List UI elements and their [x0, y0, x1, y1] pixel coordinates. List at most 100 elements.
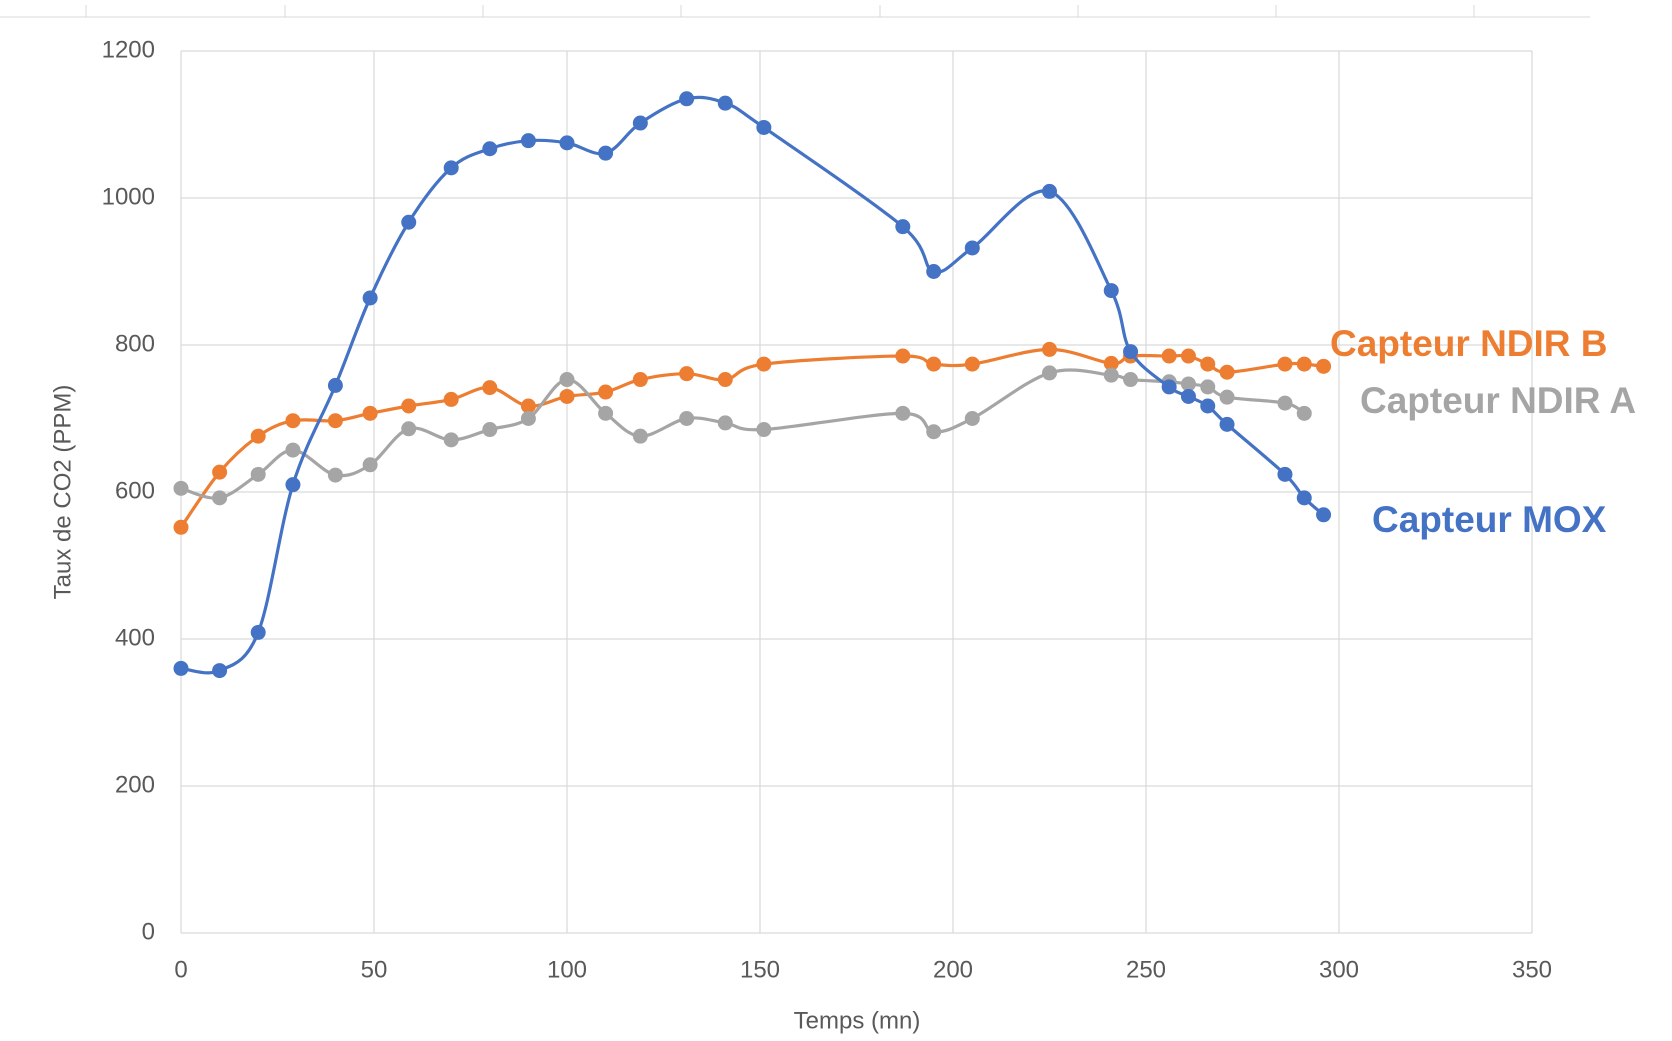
data-point	[598, 145, 614, 161]
data-point	[327, 467, 343, 483]
data-point	[679, 91, 695, 107]
x-tick-label: 200	[933, 956, 973, 983]
data-point	[482, 141, 498, 157]
x-tick-label: 100	[547, 956, 587, 983]
data-point	[1316, 358, 1332, 374]
data-point	[1200, 398, 1216, 414]
data-point	[598, 405, 614, 421]
y-tick-label: 400	[115, 624, 155, 651]
data-point	[173, 519, 189, 535]
data-point	[1161, 348, 1177, 364]
data-point	[1277, 466, 1293, 482]
data-point	[756, 422, 772, 438]
data-point	[401, 398, 417, 414]
data-point	[285, 477, 301, 493]
data-point	[964, 356, 980, 372]
data-point	[1180, 388, 1196, 404]
data-point	[1103, 367, 1119, 383]
data-point	[632, 115, 648, 131]
data-point	[1219, 364, 1235, 380]
data-point	[285, 413, 301, 429]
data-point	[964, 411, 980, 426]
data-point	[401, 421, 417, 437]
data-point	[559, 388, 575, 404]
data-point	[173, 480, 189, 496]
data-point	[520, 398, 536, 414]
data-point	[895, 405, 911, 421]
x-tick-label: 250	[1126, 956, 1166, 983]
data-point	[679, 366, 695, 382]
data-point	[1123, 344, 1139, 360]
y-axis-title: Taux de CO2 (PPM)	[49, 385, 76, 600]
y-tick-label: 800	[115, 330, 155, 357]
data-point	[1219, 389, 1235, 405]
top-strip	[0, 5, 1590, 18]
data-point	[362, 405, 378, 421]
data-point	[1180, 348, 1196, 364]
data-point	[1316, 507, 1332, 523]
legend-label: Capteur NDIR B	[1330, 323, 1608, 364]
data-point	[717, 95, 733, 111]
data-point	[1200, 356, 1216, 372]
data-point	[520, 133, 536, 149]
data-point	[717, 372, 733, 388]
x-tick-label: 350	[1512, 956, 1552, 983]
x-tick-label: 0	[174, 956, 187, 983]
x-tick-label: 150	[740, 956, 780, 983]
data-point	[1296, 356, 1312, 372]
data-point	[1042, 183, 1057, 199]
legend-label: Capteur NDIR A	[1360, 380, 1636, 421]
x-tick-label: 50	[361, 956, 388, 983]
data-point	[443, 160, 459, 176]
data-point	[250, 624, 266, 640]
data-point	[1277, 356, 1293, 372]
data-point	[173, 660, 189, 676]
data-point	[679, 411, 695, 426]
data-point	[362, 457, 378, 473]
data-point	[1042, 341, 1057, 357]
data-point	[327, 377, 343, 393]
data-point	[1161, 379, 1177, 395]
legend-label: Capteur MOX	[1372, 499, 1607, 540]
data-point	[598, 384, 614, 400]
data-point	[926, 356, 942, 372]
x-axis-title: Temps (mn)	[794, 1007, 921, 1034]
data-point	[1277, 395, 1293, 411]
data-point	[520, 411, 536, 426]
x-tick-label: 300	[1319, 956, 1359, 983]
y-tick-label: 1000	[102, 183, 155, 210]
y-tick-label: 600	[115, 477, 155, 504]
data-point	[559, 135, 575, 151]
data-point	[1103, 283, 1119, 299]
y-tick-label: 200	[115, 771, 155, 798]
data-point	[964, 240, 980, 256]
data-point	[443, 432, 459, 448]
data-point	[632, 372, 648, 388]
data-point	[1296, 490, 1312, 506]
data-point	[926, 264, 942, 279]
data-point	[1042, 365, 1057, 381]
data-point	[327, 413, 343, 429]
y-tick-label: 0	[142, 918, 155, 945]
data-point	[362, 290, 378, 306]
data-point	[482, 422, 498, 438]
data-point	[285, 442, 301, 458]
data-point	[1200, 379, 1216, 395]
data-point	[401, 214, 417, 230]
data-point	[212, 490, 228, 506]
data-point	[482, 380, 498, 396]
data-point	[1103, 355, 1119, 371]
series-line	[180, 95, 1325, 675]
data-point	[1123, 372, 1139, 388]
data-point	[212, 464, 228, 480]
series-line	[180, 368, 1306, 500]
data-point	[1180, 376, 1196, 392]
data-point	[1296, 405, 1312, 421]
data-point	[717, 415, 733, 431]
data-point	[250, 466, 266, 482]
data-point	[559, 372, 575, 388]
data-point	[895, 219, 911, 235]
data-point	[443, 391, 459, 407]
data-point	[756, 356, 772, 372]
